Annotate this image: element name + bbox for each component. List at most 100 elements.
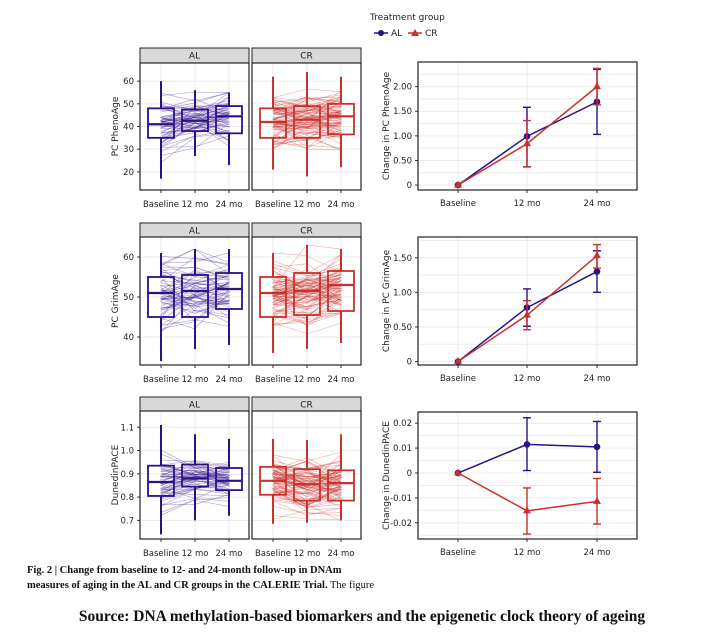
subject-trajectory <box>161 113 230 134</box>
facet-cr: CR Baseline 12 mo 24 mo <box>251 47 362 210</box>
box-iqr <box>293 105 321 139</box>
boxplot-12-mo <box>181 90 209 156</box>
facet-label: AL <box>189 401 200 411</box>
subject-trajectory <box>160 282 230 298</box>
subject-trajectory <box>159 284 229 304</box>
data-point-triangle <box>593 251 601 259</box>
facet-al: AL Baseline 12 mo 24 mo <box>139 222 250 385</box>
subject-trajectory <box>161 474 229 495</box>
boxplot-24-mo <box>215 92 243 166</box>
subject-trajectory <box>273 133 342 146</box>
facet-label: AL <box>189 227 200 237</box>
subject-trajectory <box>161 461 230 469</box>
subject-trajectory <box>272 116 342 120</box>
box-iqr <box>327 469 355 502</box>
subject-trajectory <box>160 101 230 133</box>
subject-trajectory <box>160 296 229 305</box>
subject-trajectory <box>273 276 342 310</box>
subject-trajectory <box>272 291 342 301</box>
subject-trajectory <box>161 105 229 124</box>
y-tick-label: 0 <box>407 469 412 479</box>
subject-trajectory <box>161 298 230 308</box>
subject-trajectory <box>161 282 229 303</box>
subject-trajectory <box>273 290 342 306</box>
subject-trajectory <box>271 469 342 492</box>
subject-trajectory <box>161 291 230 307</box>
subject-trajectory <box>273 490 342 502</box>
y-tick-label: -0.02 <box>390 519 412 529</box>
subject-trajectory <box>273 478 341 499</box>
subject-trajectory <box>160 108 229 128</box>
line-chart-3: Change in DunedinPACE-0.02 -0.01 0 0.01 0.02… <box>382 411 638 558</box>
box-iqr <box>327 102 355 136</box>
facet-label: CR <box>300 401 313 411</box>
subject-trajectory <box>273 280 341 313</box>
subject-trajectory <box>272 258 341 295</box>
subject-trajectory <box>272 309 341 314</box>
subject-trajectory <box>273 126 341 133</box>
legend-item-al: AL <box>374 29 402 39</box>
subject-trajectory <box>273 288 341 300</box>
x-tick-label: 12 mo <box>294 549 321 559</box>
subject-trajectory <box>272 471 342 491</box>
subject-trajectory <box>273 277 341 303</box>
subject-trajectory <box>273 287 342 301</box>
subject-trajectory <box>272 464 341 488</box>
source-line: Source: DNA methylation-based biomarkers… <box>79 608 646 625</box>
facet-label: CR <box>300 52 313 62</box>
subject-trajectory <box>273 463 342 489</box>
subject-trajectory <box>160 284 229 315</box>
subject-trajectory <box>272 107 342 121</box>
box-iqr <box>181 274 209 318</box>
subject-trajectory <box>273 464 342 478</box>
subject-trajectory <box>273 497 342 501</box>
subject-trajectory <box>161 469 231 478</box>
subject-trajectory <box>273 469 342 496</box>
x-tick-label: Baseline <box>440 374 476 384</box>
facet-cr: CR Baseline 12 mo 24 mo <box>251 222 362 385</box>
facet-cr: CR Baseline 12 mo 24 mo <box>251 396 362 559</box>
y-axis-title: Change in DunedinPACE <box>382 421 392 530</box>
subject-trajectory <box>160 293 230 306</box>
x-tick-label: 24 mo <box>584 199 611 209</box>
subject-trajectory <box>273 464 342 491</box>
subject-trajectory <box>160 302 229 309</box>
subject-trajectory <box>272 120 342 135</box>
boxplot-24-mo <box>327 434 355 521</box>
subject-trajectory <box>160 475 230 491</box>
subject-trajectory <box>161 118 229 124</box>
box-iqr <box>215 272 243 310</box>
subject-trajectory <box>272 472 342 478</box>
subject-trajectory <box>273 273 342 287</box>
plot-border <box>417 236 638 366</box>
subject-trajectory <box>273 116 342 137</box>
data-point-triangle <box>454 468 462 476</box>
y-tick-label: 1.00 <box>393 132 412 142</box>
subject-trajectory <box>161 116 230 123</box>
subject-trajectory <box>273 473 341 481</box>
subject-trajectory <box>161 122 229 146</box>
subject-trajectory <box>160 112 229 121</box>
subject-trajectory <box>272 491 343 508</box>
subject-trajectory <box>273 108 341 131</box>
boxplot-12-mo <box>293 245 321 349</box>
subject-trajectory <box>161 465 230 483</box>
x-tick-label: Baseline <box>143 200 179 210</box>
subject-trajectory <box>161 122 230 136</box>
subject-trajectory <box>159 465 229 476</box>
subject-trajectory <box>273 109 341 129</box>
facet-al: AL Baseline 12 mo 24 mo <box>139 396 250 559</box>
subject-trajectory <box>272 473 342 484</box>
subject-trajectory <box>160 471 229 480</box>
subject-trajectory <box>161 471 229 486</box>
legend-al-label: AL <box>391 29 402 39</box>
subject-trajectory <box>272 278 342 298</box>
subject-trajectory <box>273 463 343 482</box>
subject-trajectory <box>273 122 341 129</box>
subject-trajectory <box>273 107 341 131</box>
y-tick-label: 50 <box>123 293 134 303</box>
boxplot-12-mo <box>293 440 321 523</box>
